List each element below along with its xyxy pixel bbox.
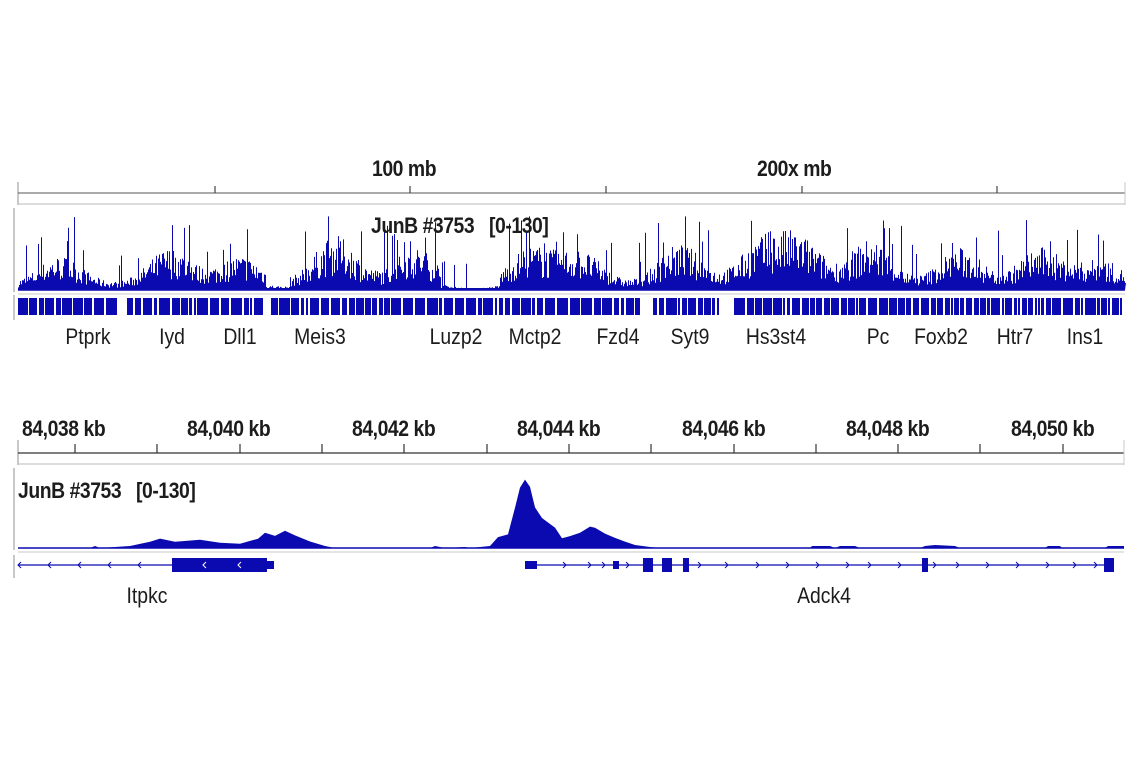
bottom-ruler-label-84044: 84,044 kb (517, 416, 601, 441)
bottom-ruler-label-84040: 84,040 kb (187, 416, 271, 441)
gene-label-syt9[interactable]: Syt9 (670, 324, 710, 349)
bottom-gene-track[interactable] (13, 555, 1114, 578)
bottom-ruler-label-84048: 84,048 kb (846, 416, 930, 441)
gene-label-ins1[interactable]: Ins1 (1066, 324, 1104, 349)
gene-label-itpkc[interactable]: Itpkc (126, 583, 168, 608)
bottom-ruler-label-84042: 84,042 kb (352, 416, 436, 441)
gene-label-ptprk[interactable]: Ptprk (65, 324, 111, 349)
top-ruler-label-100mb: 100 mb (372, 156, 437, 181)
gene-label-hs3st4[interactable]: Hs3st4 (745, 324, 807, 349)
gene-label-meis3[interactable]: Meis3 (294, 324, 346, 349)
gene-label-adck4[interactable]: Adck4 (797, 583, 851, 608)
gene-label-fzd4[interactable]: Fzd4 (596, 324, 640, 349)
bottom-ruler-label-84038: 84,038 kb (22, 416, 106, 441)
bottom-signal-track[interactable] (13, 468, 1124, 553)
gene-label-iyd[interactable]: Iyd (159, 324, 185, 349)
bottom-ruler-label-84046: 84,046 kb (682, 416, 766, 441)
top-ruler[interactable] (17, 182, 1126, 205)
top-ruler-label-200mb: 200x mb (757, 156, 832, 181)
gene-label-htr7[interactable]: Htr7 (996, 324, 1034, 349)
top-gene-track[interactable] (13, 293, 1125, 320)
gene-label-foxb2[interactable]: Foxb2 (914, 324, 968, 349)
bottom-ruler[interactable] (17, 440, 1125, 465)
top-track-label: JunB #3753 [0-130] (371, 213, 549, 238)
gene-label-luzp2[interactable]: Luzp2 (429, 324, 483, 349)
gene-label-pc[interactable]: Pc (866, 324, 890, 349)
top-signal-track[interactable] (13, 208, 1126, 292)
bottom-ruler-label-84050: 84,050 kb (1011, 416, 1095, 441)
gene-label-dll1[interactable]: Dll1 (223, 324, 257, 349)
bottom-track-label: JunB #3753 [0-130] (18, 478, 196, 503)
gene-label-mctp2[interactable]: Mctp2 (508, 324, 562, 349)
